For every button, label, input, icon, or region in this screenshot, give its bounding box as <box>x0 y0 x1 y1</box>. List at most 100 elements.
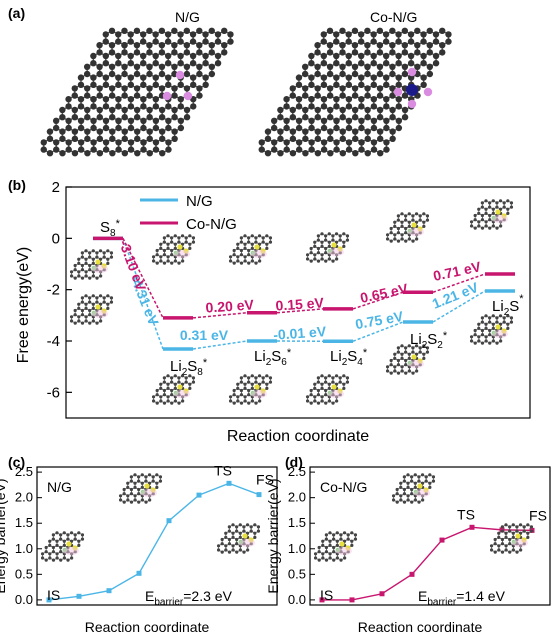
panel-b-y-label: Free energy(eV) <box>15 247 32 364</box>
b-y-tick-label-3: -4 <box>47 333 60 350</box>
panel-a-right-title: Co-N/G <box>370 9 417 25</box>
c-wrap-fs-label: FS <box>256 472 274 488</box>
b-step-label-0-3: 0.75 eV <box>354 308 405 332</box>
c-wrap-point-2 <box>106 588 112 594</box>
c-wrap-point-4 <box>166 518 172 524</box>
panel-b-legend: N/G Co-N/G <box>140 193 237 233</box>
b-step-label-1-0: -3.10 eV <box>116 238 149 294</box>
b-y-tick-label-2: -2 <box>47 282 60 299</box>
c-wrap-thumb-fs <box>216 523 261 554</box>
b-step-label-1-4: 0.71 eV <box>432 258 483 284</box>
c-wrap-y-tick-label-1: 0.5 <box>15 566 33 581</box>
b-connector-1-2 <box>192 312 248 319</box>
c-wrap-y-tick-label-3: 1.5 <box>15 515 33 530</box>
b-thumbnail-1 <box>69 294 114 325</box>
c-wrap-thumb-is <box>40 531 85 562</box>
c-wrap-frame <box>36 466 278 606</box>
b-thumbnail-0 <box>69 249 114 280</box>
panel-a-label: (a) <box>8 5 25 21</box>
d-wrap-thumb-is <box>313 531 358 562</box>
c-wrap-y-tick-label-4: 2.0 <box>15 490 33 505</box>
c-wrap-x-label: Reaction coordinate <box>85 619 210 635</box>
co-n-nitrogen-atom-1 <box>393 87 403 97</box>
d-wrap-thumb-ts <box>391 473 436 504</box>
c-wrap-thumb-ts <box>118 473 163 504</box>
d-wrap-point-5 <box>469 524 475 530</box>
c-wrap-point-7 <box>256 492 262 498</box>
d-wrap-y-tick-label-4: 2.0 <box>288 490 306 505</box>
b-thumbnail-2 <box>151 234 196 265</box>
c-wrap-y-label: Energy barrier(eV) <box>0 478 8 593</box>
nitrogen-atom-0 <box>175 70 185 80</box>
d-wrap-y-tick-label-2: 1.0 <box>288 541 306 556</box>
b-connector-1-4 <box>352 291 404 310</box>
b-state-label-1: Li2S8* <box>170 357 208 378</box>
b-thumbnail-3 <box>228 234 273 265</box>
nitrogen-atom-2 <box>183 91 193 101</box>
d-wrap-point-1 <box>349 597 355 603</box>
panel-b-plot: -4.31 eV0.31 eV -0.01 eV0.75 eV1.21 eV-3.… <box>93 218 524 378</box>
c-wrap-point-0 <box>46 597 52 603</box>
d-wrap-series-line <box>322 526 533 601</box>
c-wrap-barrier-label: Ebarrier=2.3 eV <box>145 588 233 608</box>
cong-graphene-sheet <box>258 27 452 157</box>
b-state-label-3: Li2S4* <box>330 347 368 368</box>
co-n-nitrogen-atom-3 <box>407 99 417 109</box>
d-wrap-title: Co-N/G <box>320 479 367 495</box>
b-step-label-0-2: -0.01 eV <box>273 323 328 343</box>
b-connector-0-5 <box>432 290 486 323</box>
cobalt-atom <box>406 84 418 96</box>
panel-b-label: (b) <box>8 177 26 193</box>
nitrogen-atom-1 <box>162 91 172 101</box>
b-connector-1-5 <box>432 273 486 293</box>
panel-b-frame <box>65 186 531 419</box>
b-step-label-1-2: 0.15 eV <box>275 294 325 313</box>
c-wrap-series-line <box>48 482 260 601</box>
b-thumbnail-11 <box>469 314 514 345</box>
d-wrap-y-tick-label-1: 0.5 <box>288 566 306 581</box>
legend-cong-label: Co-N/G <box>186 216 237 233</box>
b-state-label-2: Li2S6* <box>254 347 292 368</box>
panel-b-structure-thumbnails <box>69 199 514 405</box>
b-state-label-5: Li2S* <box>492 293 524 318</box>
co-n-nitrogen-atom-2 <box>423 87 433 97</box>
b-thumbnail-7 <box>151 374 196 405</box>
c-wrap-title: N/G <box>47 479 72 495</box>
b-step-label-0-4: 1.21 eV <box>430 279 481 312</box>
c-wrap-is-label: IS <box>47 587 60 603</box>
b-connector-0-4 <box>352 321 404 342</box>
panel-c-label: (c) <box>8 454 25 470</box>
d-wrap-thumbnails <box>313 473 534 562</box>
b-step-label-0-1: 0.31 eV <box>180 327 229 343</box>
c-wrap-y-tick-label-0: 0.0 <box>15 592 33 607</box>
d-wrap-y-tick-label-5: 2.5 <box>288 464 306 479</box>
b-y-tick-label-4: -6 <box>47 384 60 401</box>
b-thumbnail-6 <box>469 199 514 230</box>
panel-a-left-title: N/G <box>175 9 200 25</box>
c-wrap-point-5 <box>196 492 202 498</box>
b-step-label-1-3: 0.65 eV <box>359 280 410 306</box>
d-wrap-fs-label: FS <box>529 507 547 523</box>
d-wrap-point-3 <box>409 571 415 577</box>
c-wrap-ts-label: TS <box>214 462 232 478</box>
c-wrap-point-3 <box>136 570 142 576</box>
panel-d-chart: 0.0 0.5 1.0 1.5 2.0 2.5 Energy barrier(eV) Reac… <box>265 464 551 635</box>
b-step-label-1-1: 0.20 eV <box>205 296 255 315</box>
c-wrap-y-tick-label-5: 2.5 <box>15 464 33 479</box>
legend-ng-label: N/G <box>186 193 213 210</box>
d-wrap-barrier-label: Ebarrier=1.4 eV <box>418 588 506 608</box>
ng-graphene-sheet <box>40 27 234 157</box>
d-wrap-y-label: Energy barrier(eV) <box>265 478 281 593</box>
d-wrap-point-4 <box>439 537 445 543</box>
b-thumbnail-9 <box>305 374 350 405</box>
b-connector-0-2 <box>192 340 248 350</box>
d-wrap-ts-label: TS <box>457 506 475 522</box>
b-state-label-0: S8* <box>100 218 121 239</box>
d-wrap-y-tick-label-0: 0.0 <box>288 592 306 607</box>
b-thumbnail-10 <box>385 344 430 375</box>
panel-c-chart: 0.0 0.5 1.0 1.5 2.0 2.5 Energy barrier(eV) Reac… <box>0 462 278 635</box>
d-wrap-point-2 <box>379 591 385 597</box>
panel-b-x-label: Reaction coordinate <box>227 428 369 445</box>
b-thumbnail-8 <box>228 374 273 405</box>
